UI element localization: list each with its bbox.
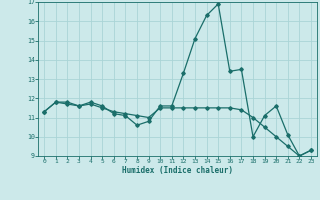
X-axis label: Humidex (Indice chaleur): Humidex (Indice chaleur) xyxy=(122,166,233,175)
